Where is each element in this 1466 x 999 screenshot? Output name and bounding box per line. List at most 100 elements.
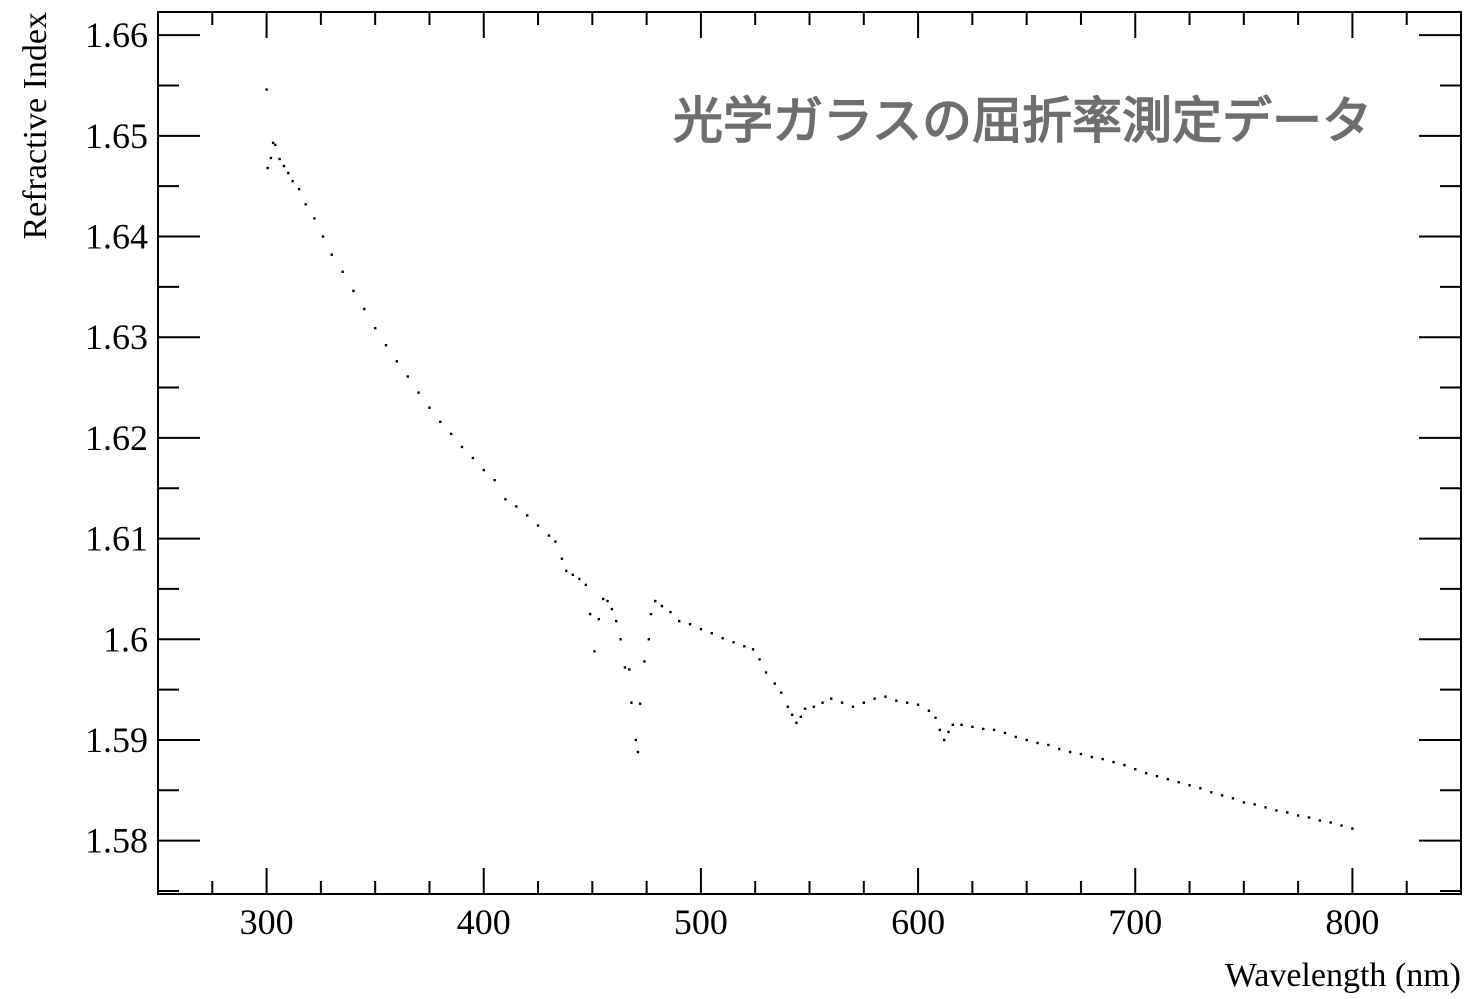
data-point: [786, 705, 789, 708]
data-point: [623, 666, 627, 669]
data-point: [647, 638, 650, 641]
data-point: [643, 660, 646, 663]
data-point: [1242, 801, 1246, 804]
data-point: [493, 478, 496, 482]
data-point: [1112, 760, 1115, 764]
data-point: [1058, 747, 1061, 751]
data-point: [799, 715, 803, 718]
data-point: [1264, 806, 1267, 809]
data-point: [780, 691, 783, 694]
data-point: [660, 604, 664, 608]
data-point: [384, 344, 388, 347]
data-point: [751, 648, 755, 651]
data-point: [649, 612, 653, 616]
data-point: [1318, 819, 1322, 822]
data-point: [1047, 743, 1050, 747]
data-point: [1220, 794, 1224, 797]
data-point: [688, 622, 692, 626]
data-point: [597, 617, 601, 621]
data-point: [601, 597, 605, 601]
data-point: [291, 179, 294, 183]
data-point: [732, 641, 735, 644]
data-point: [1134, 767, 1137, 771]
data-point: [927, 709, 931, 712]
data-point: [482, 468, 485, 472]
data-point: [1079, 752, 1083, 756]
data-point: [669, 610, 672, 614]
y-tick-label: 1.62: [85, 418, 148, 458]
data-point: [1036, 741, 1039, 745]
data-point: [439, 420, 442, 423]
data-point: [895, 699, 898, 702]
data-point: [610, 607, 614, 611]
data-point: [960, 723, 963, 727]
data-point: [460, 445, 464, 449]
data-point: [265, 88, 268, 91]
data-point: [699, 627, 703, 631]
data-point: [1025, 738, 1028, 742]
y-tick-label: 1.65: [85, 116, 148, 156]
data-point: [606, 599, 609, 603]
data-point: [934, 716, 937, 720]
x-tick-label: 800: [1325, 902, 1379, 942]
data-point: [628, 668, 631, 671]
data-point: [654, 599, 657, 603]
data-points: [265, 88, 1354, 830]
data-point: [721, 637, 724, 640]
data-point: [304, 203, 307, 206]
data-point: [1014, 735, 1018, 739]
data-point: [1286, 811, 1289, 814]
data-point: [565, 569, 568, 573]
y-tick-label: 1.66: [85, 15, 148, 55]
data-point: [1231, 797, 1235, 800]
data-point: [1329, 821, 1332, 824]
data-point: [947, 730, 950, 734]
y-axis-tick-labels: 1.58 1.59 1.6 1.61 1.62 1.63 1.64 1.65 1.66: [85, 15, 148, 860]
data-point: [1177, 781, 1180, 784]
y-tick-label: 1.6: [103, 619, 148, 659]
data-point: [297, 188, 301, 191]
data-point: [851, 705, 855, 708]
data-point: [790, 713, 794, 716]
data-point: [515, 505, 518, 508]
data-point: [812, 705, 816, 708]
data-point: [1144, 771, 1148, 775]
y-tick-label: 1.61: [85, 519, 148, 559]
data-point: [840, 701, 844, 704]
data-point: [906, 701, 909, 704]
data-point: [795, 721, 798, 725]
data-point: [1307, 816, 1311, 819]
data-point: [619, 638, 622, 641]
x-tick-label: 700: [1108, 902, 1162, 942]
data-point: [873, 697, 876, 700]
data-point: [1090, 755, 1094, 759]
data-point: [942, 738, 946, 742]
data-point: [278, 157, 281, 161]
data-point: [1199, 787, 1202, 790]
x-tick-label: 600: [891, 902, 945, 942]
data-point: [884, 695, 887, 698]
data-point: [1188, 784, 1191, 787]
data-point: [554, 540, 557, 543]
data-point: [525, 514, 529, 517]
data-point: [578, 577, 581, 581]
data-point: [1340, 824, 1343, 827]
data-point: [271, 141, 275, 145]
data-point: [406, 375, 409, 378]
y-tick-label: 1.59: [85, 720, 148, 760]
data-point: [803, 707, 807, 710]
data-point: [638, 702, 642, 705]
data-point: [1123, 763, 1126, 767]
data-point: [274, 143, 277, 147]
x-tick-label: 300: [240, 902, 294, 942]
data-point: [536, 524, 540, 527]
data-point: [862, 701, 865, 704]
data-point: [373, 326, 377, 330]
data-point: [764, 671, 768, 674]
data-point: [321, 235, 325, 238]
data-point: [678, 619, 681, 623]
data-point: [1253, 803, 1256, 806]
data-point: [547, 534, 551, 537]
data-point: [1003, 731, 1007, 735]
data-point: [773, 682, 776, 685]
